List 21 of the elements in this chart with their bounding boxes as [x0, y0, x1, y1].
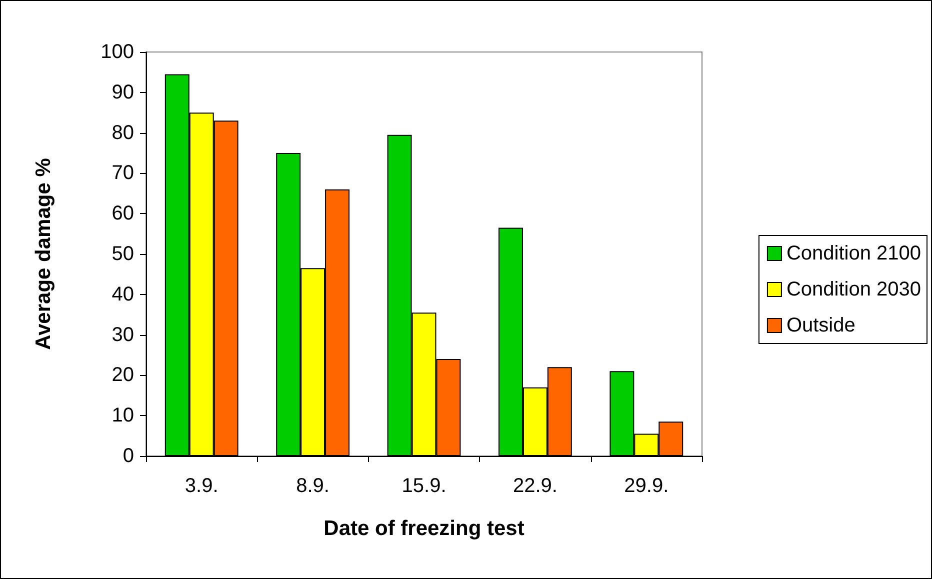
y-tick-label: 100 [100, 41, 134, 63]
y-tick-label: 30 [112, 324, 134, 346]
y-tick-label: 80 [112, 122, 134, 144]
legend-label: Outside [786, 314, 856, 336]
y-axis-title: Average damage % [32, 158, 55, 350]
x-axis-title: Date of freezing test [324, 517, 524, 540]
legend-label: Condition 2100 [786, 242, 922, 264]
legend-label: Condition 2030 [786, 278, 922, 300]
x-tick-label: 8.9. [296, 475, 330, 497]
y-tick-label: 10 [112, 404, 134, 427]
y-tick-label: 90 [112, 81, 134, 104]
y-tick-label: 50 [112, 243, 134, 265]
x-tick-label: 22.9. [512, 475, 558, 497]
y-tick-label: 0 [122, 445, 134, 467]
y-tick-label: 40 [112, 283, 134, 306]
y-tick-label: 20 [112, 364, 134, 386]
y-tick-label: 60 [112, 202, 134, 225]
x-tick-label: 29.9. [624, 475, 669, 497]
y-tick-label: 70 [112, 162, 134, 184]
x-tick-label: 3.9. [184, 475, 218, 497]
x-tick-label: 15.9. [402, 475, 446, 497]
